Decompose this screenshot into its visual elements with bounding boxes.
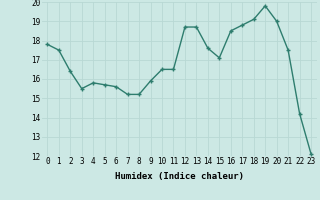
X-axis label: Humidex (Indice chaleur): Humidex (Indice chaleur) — [115, 172, 244, 181]
